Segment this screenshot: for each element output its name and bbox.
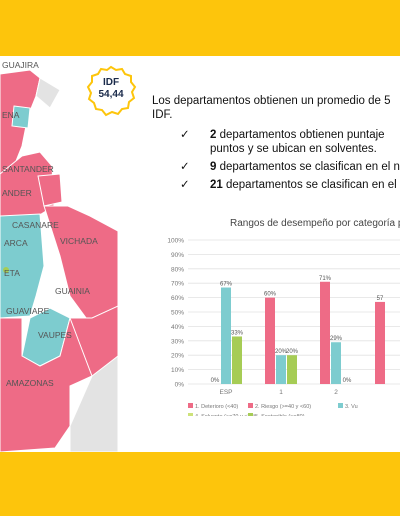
legend-swatch <box>248 413 253 416</box>
map-label-arca: ARCA <box>4 238 28 248</box>
chart-bar <box>276 355 286 384</box>
bullet-text: departamentos se clasifican en el n <box>216 161 400 173</box>
map-label-guainia: GUAINIA <box>55 286 90 296</box>
badge-scallop-icon <box>86 65 137 117</box>
map-label-guaviare: GUAVIARE <box>6 306 50 316</box>
chart-bar <box>265 297 275 384</box>
data-label: 33% <box>231 330 244 336</box>
map-label-ander: ANDER <box>2 188 32 198</box>
legend-label: 1. Deterioro (<40) <box>195 404 238 410</box>
y-tick-label: 30% <box>171 338 184 345</box>
performance-bar-chart: Rangos de desempeño por categoría p0%10%… <box>167 218 400 416</box>
y-tick-label: 80% <box>171 266 184 273</box>
data-label: 60% <box>264 292 277 298</box>
intro-line-1: Los departamentos obtienen un promedio d… <box>152 95 391 107</box>
bullet-count: 2 <box>210 129 217 141</box>
bullet-count: 9 <box>210 161 217 173</box>
map-label-eta: ETA <box>4 268 20 278</box>
legend-label: 4. Solvente (>=70 y <80) <box>195 414 256 416</box>
bullet-item: ✓ 9 departamentos se clasifican en el n <box>180 160 400 174</box>
legend-swatch <box>188 403 193 408</box>
y-tick-label: 100% <box>167 238 184 245</box>
checkmark-icon: ✓ <box>180 129 190 141</box>
bullet-list: ✓ 2 departamentos obtienen puntaje punto… <box>180 128 400 196</box>
y-tick-label: 50% <box>171 310 184 317</box>
colombia-map: GUAJIRA ENA SANTANDER ANDER CASANARE ARC… <box>0 56 122 452</box>
bullet-text: departamentos obtienen puntaje <box>216 129 385 141</box>
x-tick-label: ESP <box>219 389 232 396</box>
legend-swatch <box>188 413 193 416</box>
data-label: 0% <box>211 378 220 384</box>
y-tick-label: 90% <box>171 252 184 259</box>
intro-paragraph: Los departamentos obtienen un promedio d… <box>152 94 400 122</box>
data-label: 20% <box>275 349 288 355</box>
x-tick-label: 2 <box>334 389 338 396</box>
map-label-ena: ENA <box>2 110 20 120</box>
map-label-amazonas: AMAZONAS <box>6 378 54 388</box>
bullet-item: ✓ 2 departamentos obtienen puntaje punto… <box>180 128 400 156</box>
idf-badge: IDF 54,44 <box>84 64 138 118</box>
legend-swatch <box>338 403 343 408</box>
chart-bar <box>221 287 231 384</box>
y-tick-label: 0% <box>175 382 185 389</box>
chart-bar <box>331 342 341 384</box>
data-label: 0% <box>343 378 352 384</box>
chart-title: Rangos de desempeño por categoría p <box>230 218 400 229</box>
map-label-santander: SANTANDER <box>2 164 54 174</box>
legend-label: 2. Riesgo (>=40 y <60) <box>255 404 311 410</box>
data-label: 20% <box>286 349 299 355</box>
chart-bar <box>320 281 330 384</box>
intro-line-2: IDF. <box>152 109 173 121</box>
x-tick-label: 1 <box>279 389 283 396</box>
y-tick-label: 20% <box>171 353 184 360</box>
y-tick-label: 60% <box>171 295 184 302</box>
bullet-continuation: puntos y se ubican en solventes. <box>210 143 377 155</box>
data-label: 71% <box>319 276 332 282</box>
data-label: 57 <box>377 296 384 302</box>
y-tick-label: 40% <box>171 324 184 331</box>
idf-value: 54,44 <box>98 89 124 100</box>
chart-bar <box>287 355 297 384</box>
presentation-slide: GUAJIRA ENA SANTANDER ANDER CASANARE ARC… <box>0 56 400 452</box>
bullet-text: departamentos se clasifican en el <box>222 179 397 191</box>
checkmark-icon: ✓ <box>180 179 190 191</box>
legend-label: 3. Vu <box>345 404 358 410</box>
idf-label: IDF <box>102 77 120 88</box>
checkmark-icon: ✓ <box>180 161 190 173</box>
y-tick-label: 70% <box>171 281 184 288</box>
map-label-vichada: VICHADA <box>60 236 98 246</box>
legend-swatch <box>248 403 253 408</box>
data-label: 67% <box>220 282 233 288</box>
bullet-item: ✓ 21 departamentos se clasifican en el <box>180 178 400 192</box>
legend-label: 5. Sostenible (>=80) <box>255 414 305 416</box>
data-label: 29% <box>330 336 343 342</box>
bullet-count: 21 <box>210 179 223 191</box>
y-tick-label: 10% <box>171 367 184 374</box>
map-label-guajira: GUAJIRA <box>2 60 39 70</box>
chart-bar <box>375 301 385 384</box>
map-label-vaupes: VAUPES <box>38 330 72 340</box>
map-label-casanare: CASANARE <box>12 220 59 230</box>
chart-bar <box>232 336 242 384</box>
